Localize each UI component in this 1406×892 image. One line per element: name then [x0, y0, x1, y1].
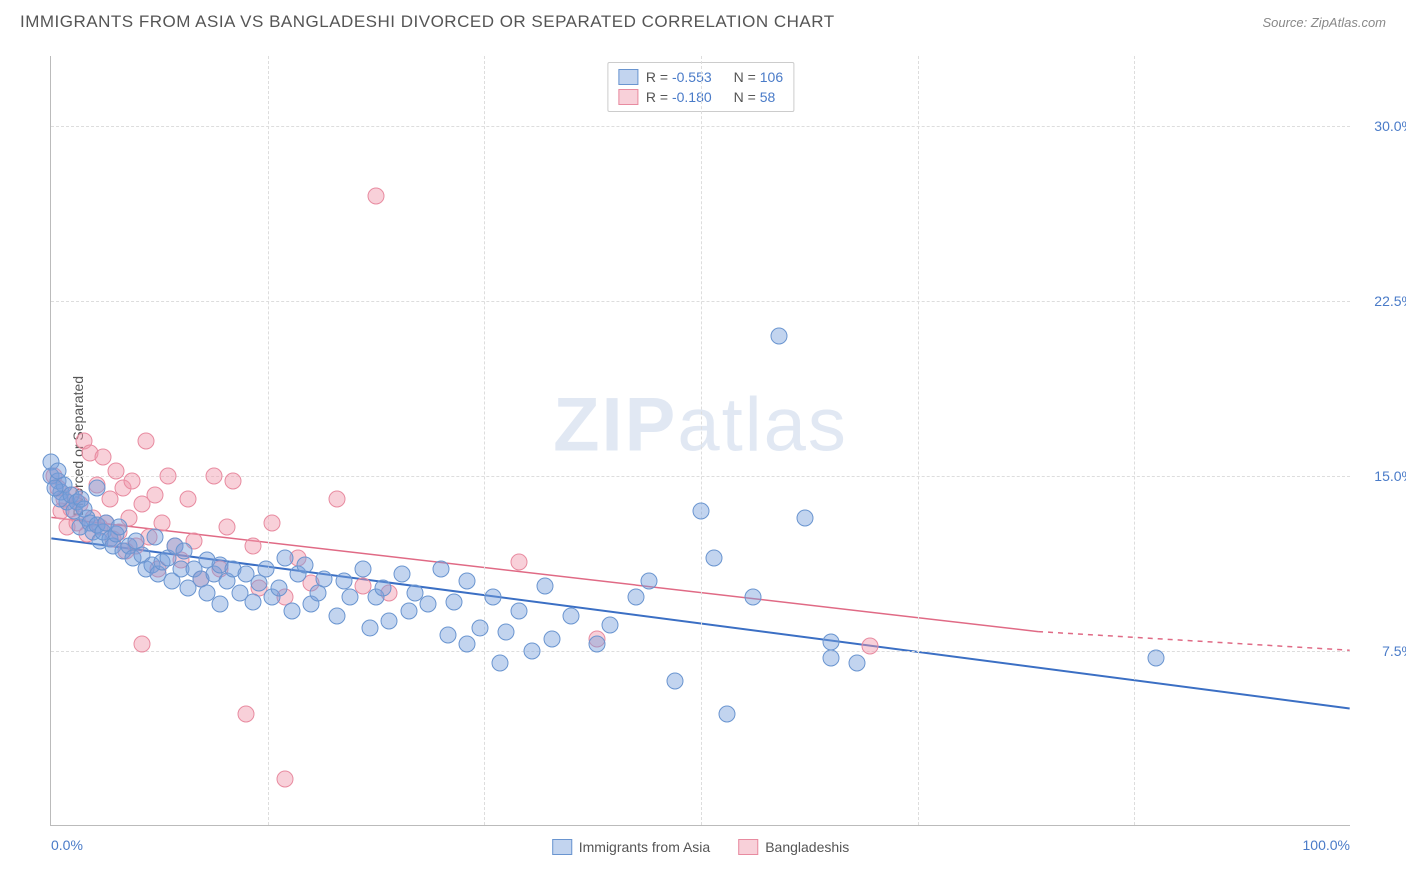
scatter-point-pink	[277, 771, 294, 788]
grid-line-v	[268, 56, 269, 825]
scatter-point-blue	[446, 594, 463, 611]
scatter-point-blue	[316, 570, 333, 587]
legend-item-blue: Immigrants from Asia	[552, 839, 710, 855]
scatter-point-blue	[283, 603, 300, 620]
scatter-point-blue	[257, 561, 274, 578]
scatter-point-blue	[641, 573, 658, 590]
y-tick-label: 7.5%	[1358, 643, 1406, 659]
scatter-point-blue	[400, 603, 417, 620]
scatter-point-blue	[88, 479, 105, 496]
scatter-point-blue	[175, 542, 192, 559]
scatter-point-blue	[147, 528, 164, 545]
scatter-point-pink	[368, 188, 385, 205]
scatter-point-blue	[439, 626, 456, 643]
scatter-point-blue	[745, 589, 762, 606]
scatter-point-blue	[719, 706, 736, 723]
legend-series: Immigrants from Asia Bangladeshis	[552, 839, 850, 855]
swatch-pink-icon	[738, 839, 758, 855]
scatter-point-pink	[862, 638, 879, 655]
swatch-blue-icon	[618, 69, 638, 85]
scatter-point-blue	[433, 561, 450, 578]
scatter-point-blue	[374, 580, 391, 597]
scatter-point-pink	[329, 491, 346, 508]
scatter-point-blue	[296, 556, 313, 573]
scatter-point-pink	[95, 449, 112, 466]
swatch-blue-icon	[552, 839, 572, 855]
scatter-point-blue	[771, 328, 788, 345]
scatter-point-blue	[329, 608, 346, 625]
scatter-point-blue	[602, 617, 619, 634]
scatter-point-blue	[693, 503, 710, 520]
scatter-point-blue	[563, 608, 580, 625]
chart-plot-area: ZIPatlas R = -0.553 N = 106 R = -0.180 N…	[50, 56, 1350, 826]
scatter-point-blue	[1148, 650, 1165, 667]
scatter-point-pink	[147, 486, 164, 503]
scatter-point-blue	[277, 549, 294, 566]
scatter-point-blue	[823, 633, 840, 650]
scatter-point-blue	[335, 573, 352, 590]
scatter-point-blue	[823, 650, 840, 667]
scatter-point-blue	[491, 654, 508, 671]
scatter-point-blue	[46, 479, 63, 496]
grid-line-v	[1134, 56, 1135, 825]
grid-line-v	[484, 56, 485, 825]
scatter-point-blue	[498, 624, 515, 641]
scatter-point-pink	[264, 514, 281, 531]
scatter-point-pink	[511, 554, 528, 571]
scatter-point-blue	[212, 596, 229, 613]
scatter-point-pink	[179, 491, 196, 508]
scatter-point-pink	[218, 519, 235, 536]
legend-item-pink: Bangladeshis	[738, 839, 849, 855]
scatter-point-blue	[394, 566, 411, 583]
scatter-point-blue	[524, 643, 541, 660]
chart-header: IMMIGRANTS FROM ASIA VS BANGLADESHI DIVO…	[0, 0, 1406, 38]
scatter-point-blue	[361, 619, 378, 636]
scatter-point-blue	[706, 549, 723, 566]
scatter-point-pink	[225, 472, 242, 489]
scatter-point-blue	[797, 510, 814, 527]
scatter-point-blue	[667, 673, 684, 690]
chart-title: IMMIGRANTS FROM ASIA VS BANGLADESHI DIVO…	[20, 12, 835, 32]
scatter-point-blue	[342, 589, 359, 606]
scatter-point-pink	[123, 472, 140, 489]
scatter-point-pink	[137, 433, 154, 450]
scatter-point-blue	[355, 561, 372, 578]
scatter-point-blue	[459, 573, 476, 590]
grid-line-v	[918, 56, 919, 825]
scatter-point-blue	[110, 519, 127, 536]
scatter-point-pink	[244, 538, 261, 555]
scatter-point-blue	[543, 631, 560, 648]
scatter-point-blue	[628, 589, 645, 606]
scatter-point-blue	[244, 594, 261, 611]
scatter-point-blue	[589, 636, 606, 653]
swatch-pink-icon	[618, 89, 638, 105]
scatter-point-pink	[205, 468, 222, 485]
scatter-point-pink	[238, 706, 255, 723]
scatter-point-blue	[537, 577, 554, 594]
scatter-point-blue	[381, 612, 398, 629]
y-tick-label: 15.0%	[1358, 468, 1406, 484]
scatter-point-blue	[270, 580, 287, 597]
y-tick-label: 30.0%	[1358, 118, 1406, 134]
y-tick-label: 22.5%	[1358, 293, 1406, 309]
scatter-point-pink	[160, 468, 177, 485]
scatter-point-blue	[420, 596, 437, 613]
scatter-point-blue	[511, 603, 528, 620]
scatter-point-pink	[108, 463, 125, 480]
scatter-point-blue	[459, 636, 476, 653]
scatter-point-blue	[472, 619, 489, 636]
x-tick-end: 100.0%	[1303, 837, 1350, 853]
scatter-point-blue	[485, 589, 502, 606]
x-tick-start: 0.0%	[51, 837, 83, 853]
grid-line-v	[701, 56, 702, 825]
chart-source: Source: ZipAtlas.com	[1262, 15, 1386, 30]
scatter-point-blue	[849, 654, 866, 671]
scatter-point-pink	[134, 636, 151, 653]
